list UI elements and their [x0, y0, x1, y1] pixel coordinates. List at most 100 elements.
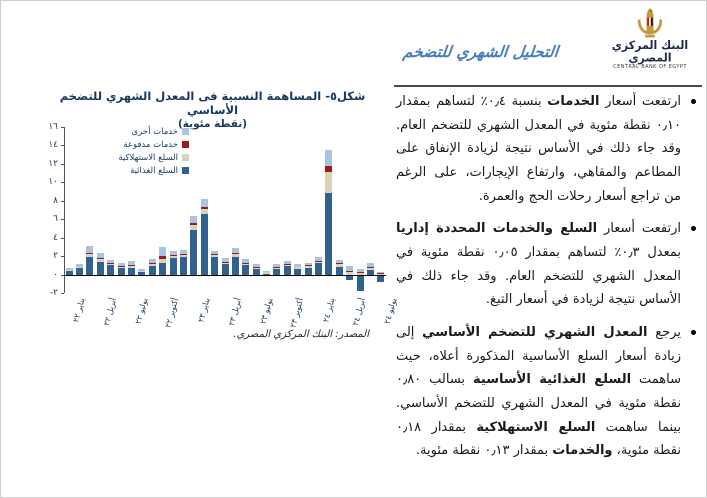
bar-segment	[107, 260, 115, 264]
bar-segment	[263, 273, 271, 275]
bar-segment	[159, 255, 167, 260]
bar-segment	[377, 272, 385, 275]
bar-segment	[138, 270, 146, 272]
text-run: السلع الغذائية الأساسية	[473, 372, 632, 388]
text-run: بمعدل ٠٫٣٪ لتساهم بمقدار ٠٫٠٥ نقطة مئوية…	[396, 244, 681, 308]
bar-segment	[117, 266, 125, 269]
bar-segment	[294, 269, 302, 275]
figure-subtitle: (نقطة مئوية)	[177, 117, 248, 130]
bar-segment	[190, 216, 198, 223]
bar-segment	[294, 264, 302, 268]
bar-segment	[356, 274, 364, 292]
bar-segment	[283, 263, 291, 265]
y-axis-tick-label: ٠	[53, 269, 58, 280]
legend-swatch-icon	[182, 128, 189, 135]
bar-segment	[148, 258, 156, 264]
bar-segment	[96, 261, 104, 275]
bar-segment	[273, 267, 281, 269]
bar-segment	[128, 268, 136, 275]
bar-segment	[314, 260, 322, 262]
bar-segment	[211, 257, 219, 275]
bar-segment	[107, 263, 115, 266]
bar-segment	[314, 261, 322, 264]
x-axis-label: أبريل ٢٢	[102, 297, 119, 327]
bar-segment	[366, 262, 374, 267]
bar-segment	[263, 270, 271, 273]
x-axis-label: أكتوبر ٢٣	[288, 297, 306, 329]
bar-segment	[200, 207, 208, 210]
figure-title: شكل٥- المساهمة النسبية فى المعدل الشهري …	[59, 89, 366, 118]
bar-segment	[335, 264, 343, 268]
bar-segment	[346, 274, 354, 281]
bar-segment	[96, 253, 104, 259]
bar-segment	[128, 265, 136, 269]
bar-segment	[294, 267, 302, 270]
y-axis-tick	[61, 219, 64, 221]
y-axis-tick	[61, 200, 64, 202]
bar-segment	[117, 265, 125, 267]
bar-segment	[117, 268, 125, 275]
cbe-logo: البنك المركزي المصري CENTRAL BANK OF EGY…	[602, 7, 698, 70]
y-axis-tick	[61, 237, 64, 239]
bullet-dot-icon	[691, 329, 696, 335]
bar-segment	[200, 213, 208, 275]
y-axis-tick-label: -٢	[49, 288, 58, 298]
bar-segment	[138, 269, 146, 271]
bar-segment	[211, 250, 219, 254]
bar-segment	[76, 266, 84, 268]
bar-segment	[179, 257, 187, 275]
chart-legend: خدمات أخرى خدمات مدفوعة السلع الاستهلاكية ا…	[89, 125, 189, 177]
text-run: المعدل الشهري للتضخم الأساسي	[422, 324, 648, 340]
bar-segment	[148, 264, 156, 267]
chart-source: المصدر: البنك المركزي المصري.	[233, 329, 369, 340]
bar-segment	[304, 265, 312, 269]
cbe-eagle-icon	[637, 8, 663, 38]
y-axis-tick	[61, 127, 64, 128]
x-axis-label: يوليو ٢٢	[133, 297, 150, 325]
bar-segment	[273, 267, 281, 268]
bar-segment	[252, 267, 260, 270]
legend-label: السلع الغذائية	[130, 165, 178, 176]
legend-item: خدمات أخرى	[89, 125, 189, 138]
bullet-text: يرجع المعدل الشهري للتضخم الأساسي إلى زي…	[396, 321, 681, 463]
bar-segment	[231, 248, 239, 253]
bar-segment	[138, 271, 146, 275]
bar-segment	[377, 271, 385, 273]
bar-segment	[76, 267, 84, 275]
bar-segment	[335, 267, 343, 275]
bar-segment	[107, 263, 115, 265]
bar-segment	[242, 263, 250, 266]
y-axis-tick-label: ٦	[53, 214, 58, 225]
bar-segment	[65, 270, 73, 272]
text-run: السلع والخدمات المحددة إداريا	[396, 221, 598, 237]
bar-segment	[283, 260, 291, 264]
bar-segment	[190, 225, 198, 231]
text-run: ارتفعت أسعار	[597, 221, 681, 237]
bar-segment	[346, 271, 354, 273]
y-axis-tick	[61, 163, 64, 165]
bar-segment	[169, 250, 177, 255]
legend-swatch-icon	[182, 141, 189, 148]
bar-segment	[76, 264, 84, 267]
bar-segment	[96, 259, 104, 262]
y-axis-tick-label: ٨	[53, 195, 58, 206]
bullet-dot-icon	[691, 226, 696, 232]
y-axis-tick-label: ١٤	[48, 140, 58, 151]
bar-segment	[190, 230, 198, 275]
bar-segment	[314, 263, 322, 275]
text-run: بمقدار ٠٫١٣ نقطة مئوية.	[415, 443, 553, 459]
bar-segment	[159, 247, 167, 256]
bar-segment	[366, 270, 374, 275]
bar-segment	[356, 272, 364, 274]
x-axis-label: يناير ٢٤	[321, 297, 337, 324]
x-axis-label: أكتوبر ٢٢	[163, 297, 181, 329]
legend-item: خدمات مدفوعة	[89, 138, 189, 151]
bar-segment	[221, 261, 229, 263]
bar-segment	[304, 262, 312, 266]
x-axis-label: يناير ٢٢	[71, 297, 87, 324]
legend-item: السلع الغذائية	[89, 164, 189, 177]
bar-segment	[169, 257, 177, 275]
bullet-text: ارتفعت أسعار السلع والخدمات المحددة إدار…	[396, 217, 681, 312]
x-axis-label: أبريل ٢٣	[226, 297, 243, 327]
legend-swatch-icon	[182, 154, 189, 161]
